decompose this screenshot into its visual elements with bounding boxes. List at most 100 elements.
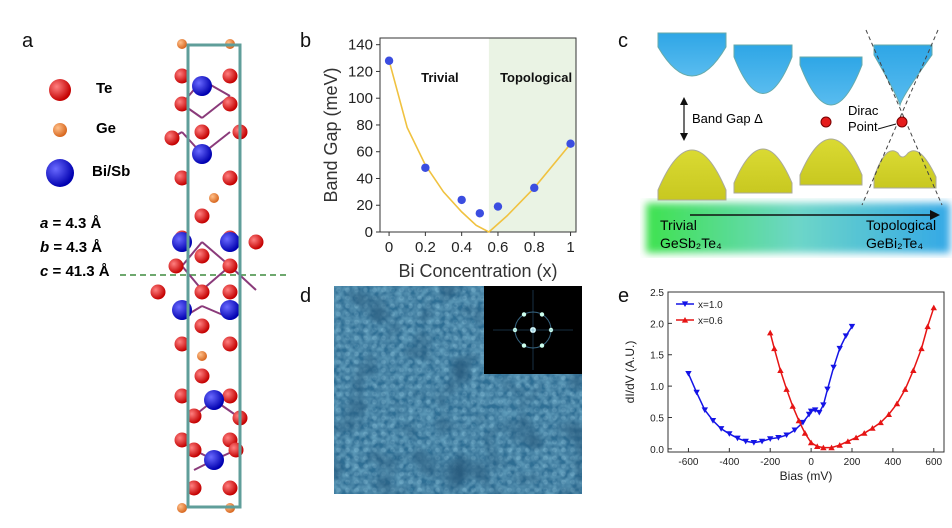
band-gap-arrow-head-up (680, 97, 688, 105)
x-tick-label: 1 (566, 239, 574, 256)
lattice-a: a = 4.3 Å (40, 212, 110, 236)
y-tick-label: 120 (348, 63, 373, 80)
data-marker (885, 411, 892, 417)
y-tick-label: 100 (348, 90, 373, 107)
ge-atom (177, 39, 187, 49)
x-tick-label: 0.6 (488, 239, 509, 256)
trivial-topological-gradient (646, 203, 950, 253)
data-marker (842, 333, 850, 339)
te-atom (194, 318, 210, 334)
data-marker (930, 304, 937, 311)
fft-pattern (493, 290, 573, 370)
data-marker (758, 438, 766, 445)
data-marker (861, 430, 868, 436)
topological-region-shade (488, 38, 576, 232)
te-atom (194, 368, 210, 384)
te-atom (222, 284, 238, 300)
data-marker (901, 386, 909, 392)
panel-label-b: b (300, 30, 312, 52)
legend-markers (46, 79, 74, 187)
data-marker (893, 400, 901, 407)
x-axis-label: Bi Concentration (x) (398, 261, 557, 281)
data-marker (812, 407, 819, 413)
dirac-point-marker-1 (820, 116, 832, 128)
data-marker (836, 442, 843, 448)
data-marker (844, 438, 852, 444)
bi-atom (204, 390, 224, 410)
data-marker (869, 425, 876, 431)
legend-label: x=0.6 (698, 316, 723, 327)
data-marker (742, 438, 749, 445)
data-marker (799, 419, 807, 426)
progression-arrow-head (930, 210, 940, 220)
x-tick-label: 0.2 (415, 239, 436, 256)
lattice-b-value: = 4.3 Å (49, 239, 103, 256)
te-atom (168, 258, 184, 274)
te-atom (194, 124, 210, 140)
valence-band-3 (799, 138, 863, 186)
data-marker (828, 444, 835, 451)
data-marker (910, 367, 917, 374)
te-legend-label: Te (96, 80, 113, 97)
conduction-band-2 (733, 44, 793, 94)
bi-atom (192, 76, 212, 96)
te-atom (174, 432, 190, 448)
lattice-b-symbol: b (40, 239, 50, 256)
atom-group (150, 39, 264, 513)
bi-atom (192, 144, 212, 164)
lattice-params: a = 4.3 Å b = 4.3 Å c = 41.3 Å (40, 212, 110, 284)
band-evolution-schematic (646, 29, 950, 253)
y-tick-label: 1.0 (650, 382, 664, 393)
x-tick-label: 0 (385, 239, 393, 256)
conduction-band-4 (873, 44, 933, 107)
y-tick-label: 2.0 (650, 319, 664, 330)
x-tick-label: 0.8 (524, 239, 545, 256)
bisb-legend-label: Bi/Sb (92, 163, 131, 180)
data-marker (924, 323, 931, 330)
bi-atom (220, 232, 240, 252)
te-atom (150, 284, 166, 300)
te-atom (194, 284, 210, 300)
series-line-0 (687, 326, 853, 444)
data-marker (848, 323, 856, 330)
y-tick-label: 0.0 (650, 445, 664, 456)
y-axis-label: Band Gap (meV) (321, 67, 341, 202)
te-atom (186, 408, 202, 424)
data-marker (693, 389, 700, 396)
topological-label: Topological (866, 217, 937, 233)
y-tick-label: 0.5 (650, 413, 664, 424)
y-tick-label: 140 (348, 37, 373, 54)
dirac-cone-line-2 (861, 29, 939, 206)
data-marker (791, 427, 798, 434)
data-marker (820, 402, 827, 408)
lattice-c-symbol: c (40, 263, 49, 280)
panel-label-d: d (300, 285, 312, 307)
compound-left-label: GeSb₂Te₄ (660, 235, 722, 251)
topological-region-label: Topological (500, 70, 572, 85)
conduction-band-3 (799, 56, 863, 106)
dirac-pointer-line (877, 123, 897, 130)
data-marker (767, 436, 774, 442)
te-atom (222, 336, 238, 352)
te-legend-marker (49, 79, 71, 101)
atom-legend: Te Ge Bi/Sb (40, 72, 160, 202)
panel-label-c: c (618, 30, 628, 52)
te-atom (164, 130, 180, 146)
te-atom (194, 248, 210, 264)
dirac-label-line-1: Dirac (848, 103, 879, 118)
data-point (493, 202, 503, 211)
te-atom (222, 96, 238, 112)
te-atom (222, 258, 238, 274)
x-tick-label: 600 (925, 457, 942, 468)
y-tick-label: 60 (356, 144, 373, 161)
data-marker (795, 417, 803, 424)
ge-atom (177, 503, 187, 513)
te-atom (174, 388, 190, 404)
lattice-a-value: = 4.3 Å (48, 215, 102, 232)
te-atom (222, 68, 238, 84)
data-marker (830, 364, 837, 371)
data-marker (807, 439, 815, 446)
y-tick-label: 0 (365, 224, 373, 241)
ge-legend-marker (53, 123, 67, 137)
x-tick-label: -600 (678, 457, 698, 468)
